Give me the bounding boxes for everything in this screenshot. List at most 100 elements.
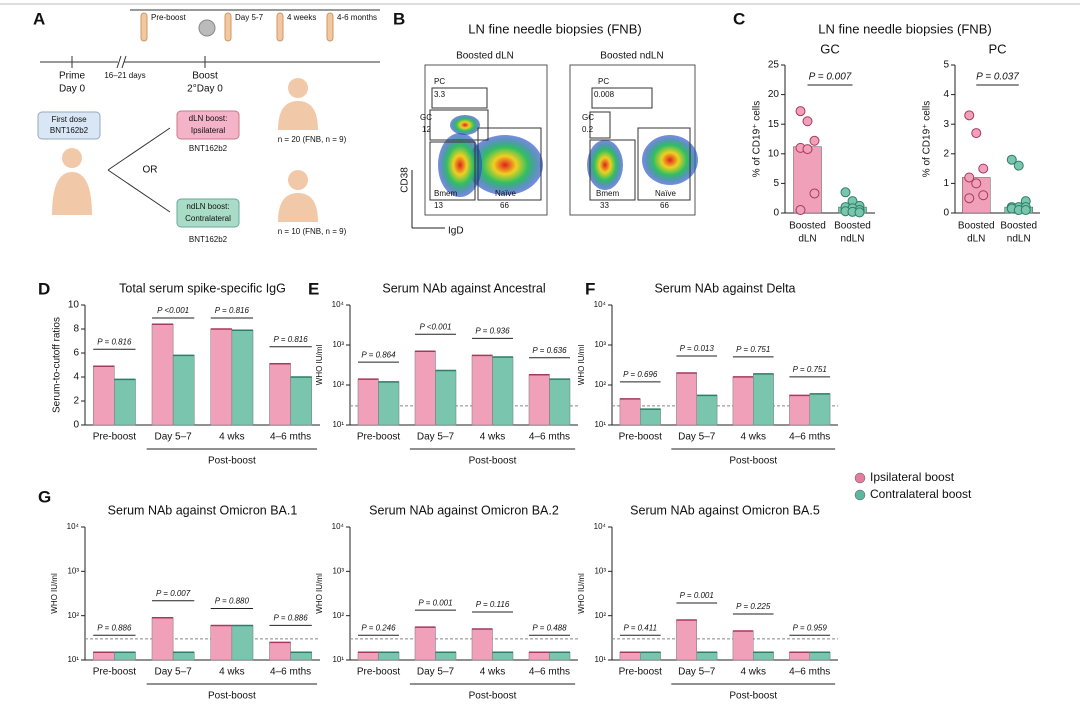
dot	[795, 205, 806, 216]
panel-letter: D	[38, 279, 50, 298]
dot	[1020, 205, 1031, 216]
first-dose-box	[37, 111, 101, 140]
x-tick-label: 4–6 mths	[789, 432, 830, 443]
x-tick-label: 4 wks	[219, 667, 245, 678]
group-label: Post-boost	[729, 691, 777, 702]
gate-value: 33	[600, 201, 609, 210]
x-tick-label: Boosted	[789, 221, 826, 232]
bar	[435, 370, 457, 426]
chart-title: Serum NAb against Omicron BA.2	[369, 503, 559, 517]
dot	[840, 187, 851, 198]
tube	[276, 12, 284, 42]
bar	[492, 651, 514, 661]
y-tick-label: 1	[943, 178, 949, 189]
gate-name: GC	[582, 113, 594, 122]
n: n = 10 (FNB, n = 9)	[278, 227, 347, 236]
gate	[431, 87, 488, 109]
p-value: P = 0.013	[680, 344, 715, 353]
gate-name: Bmem	[596, 189, 619, 198]
flow-xlabel: IgD	[448, 226, 464, 237]
first-dose: BNT162b2	[50, 126, 89, 135]
flow-ylabel: CD38	[400, 167, 411, 193]
bar	[789, 651, 810, 661]
tube	[140, 12, 148, 42]
bar	[114, 379, 136, 426]
y-axis-label: WHO IU/ml	[50, 573, 59, 614]
head	[62, 148, 82, 168]
y-axis-label: WHO IU/ml	[577, 345, 586, 386]
bar	[676, 619, 697, 661]
bar	[753, 651, 774, 661]
x-tick-label: 4–6 mths	[270, 667, 311, 678]
bar	[619, 651, 641, 661]
p-value: P = 0.007	[809, 72, 852, 83]
gate-value: 3.3	[434, 90, 446, 99]
p-value: P = 0.001	[418, 598, 452, 607]
x-tick-label: Day 5–7	[678, 432, 716, 443]
bar	[414, 626, 436, 661]
x-tick-label: Day 5–7	[155, 667, 193, 678]
chart-title: Serum NAb against Delta	[654, 281, 795, 295]
chart-title: Total serum spike-specific IgG	[119, 281, 286, 295]
x-tick-label: Pre-boost	[357, 667, 401, 678]
gate-name: Naïve	[495, 189, 516, 198]
y-tick-label: 10³	[332, 566, 344, 575]
gate	[429, 141, 476, 201]
group-label: Post-boost	[469, 456, 517, 467]
bar	[269, 363, 291, 426]
bar	[210, 328, 233, 426]
gate	[589, 139, 636, 201]
p-value: P = 0.246	[361, 623, 396, 632]
bar	[92, 651, 115, 661]
prime: Day 0	[59, 84, 86, 95]
bar	[809, 393, 831, 426]
panel-letter: E	[308, 279, 319, 298]
gate-value: 66	[660, 201, 669, 210]
bar	[151, 323, 174, 426]
y-tick-label: 10²	[594, 380, 606, 389]
y-tick-label: 10²	[332, 611, 344, 620]
x-tick-label: Day 5–7	[417, 432, 455, 443]
bar	[290, 651, 313, 661]
y-tick-label: 10⁴	[594, 522, 607, 531]
p-value: P <0.001	[157, 306, 189, 315]
dot	[978, 163, 989, 174]
person	[52, 148, 92, 215]
bar	[290, 376, 313, 426]
bar	[92, 365, 115, 426]
y-tick-label: 4	[73, 372, 79, 383]
p-value: P = 0.886	[274, 613, 309, 622]
body	[278, 101, 318, 130]
bar	[492, 356, 514, 426]
p-value: P = 0.936	[475, 326, 510, 335]
y-tick-label: 3	[943, 119, 949, 130]
bar	[471, 628, 493, 661]
timepoint: 4-6 months	[337, 13, 377, 22]
legend: Ipsilateral boost Contralateral boost	[854, 470, 972, 501]
panel-b: LN fine needle biopsies (FNB) Boosted dL…	[400, 21, 698, 237]
p-value: P = 0.488	[532, 623, 567, 632]
gate-name: Naïve	[655, 189, 676, 198]
tube	[224, 12, 232, 42]
density	[642, 135, 698, 185]
chart-title: Serum NAb against Ancestral	[382, 281, 545, 295]
panel-a: Pre-boost Day 5-7 4 weeks 4-6 months Pri…	[37, 9, 380, 244]
dln: dLN boost:	[189, 114, 228, 123]
gate	[477, 127, 542, 201]
y-tick-label: 6	[73, 348, 79, 359]
prime: Prime	[59, 71, 86, 82]
dot	[964, 110, 975, 121]
y-axis-label: Serum-to-cutoff ratios	[52, 317, 63, 413]
body	[52, 172, 92, 215]
dln: Ipsilateral	[191, 126, 225, 135]
y-tick-label: 10³	[332, 340, 344, 349]
panel-letters: A B C D E F G	[33, 9, 745, 506]
bar	[732, 630, 754, 661]
density	[467, 135, 543, 195]
density	[450, 115, 480, 135]
biopsy-icon	[198, 19, 216, 37]
legend-label: Ipsilateral boost	[870, 470, 955, 484]
x-tick-label: ndLN	[841, 234, 865, 245]
density	[438, 133, 482, 197]
